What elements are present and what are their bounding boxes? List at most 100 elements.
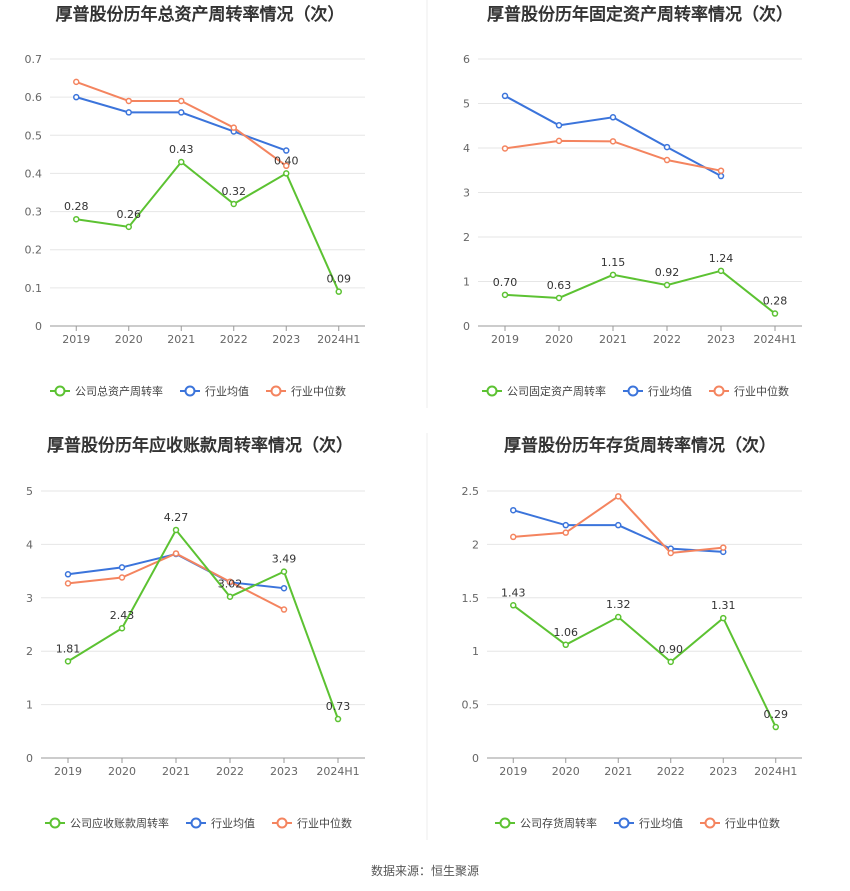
- y-tick-label: 6: [463, 53, 470, 66]
- legend-marker: [486, 385, 498, 397]
- x-tick-label: 2022: [220, 333, 248, 346]
- legend-item-company: 公司总资产周转率: [50, 384, 163, 398]
- y-tick-label: 4: [463, 142, 470, 155]
- legend-item-median: 行业中位数: [272, 816, 352, 830]
- data-label: 1.43: [501, 586, 526, 599]
- data-point-median: [717, 167, 725, 174]
- data-point-company: [334, 715, 342, 723]
- data-point-company: [280, 568, 288, 575]
- series-line-avg: [512, 509, 724, 553]
- x-tick-label: 2021: [162, 765, 190, 778]
- data-label: 1.31: [711, 599, 736, 612]
- data-point-company: [609, 271, 617, 279]
- data-point-company: [73, 215, 80, 223]
- x-tick-label: 2021: [167, 333, 195, 346]
- series-line-median: [504, 139, 722, 172]
- data-point-avg: [615, 521, 622, 529]
- legend-item-company: 公司应收账款周转率: [45, 816, 169, 830]
- chart-panel-4: 厚普股份历年存货周转率情况（次） 0 0.5 1 1.5 2 2.5 2019 2020 2021…: [462, 435, 802, 830]
- chart-title: 厚普股份历年存货周转率情况（次）: [504, 435, 776, 456]
- legend-item-avg: 行业均值: [180, 385, 249, 398]
- legend-label: 公司存货周转率: [520, 816, 597, 830]
- y-tick-label: 1: [463, 276, 470, 289]
- data-point-avg: [663, 143, 671, 151]
- legend-marker: [618, 817, 630, 829]
- x-tick-label: 2022: [216, 765, 244, 778]
- data-point-median: [283, 162, 290, 170]
- data-label: 0.28: [763, 295, 788, 308]
- data-source-note: 数据来源：恒生聚源: [370, 864, 479, 878]
- x-tick-label: 2019: [491, 333, 519, 346]
- legend-label: 行业均值: [205, 385, 249, 398]
- data-point-company: [562, 641, 569, 649]
- legend-marker: [54, 385, 66, 397]
- chart-panel-1: 厚普股份历年总资产周转率情况（次） 0 0.1 0.2 0.3 0.4 0.5 0.6 0.7 2…: [25, 4, 365, 398]
- data-point-median: [73, 78, 80, 86]
- data-point-median: [172, 550, 180, 557]
- y-tick-label: 0.7: [25, 53, 43, 66]
- y-tick-label: 3: [26, 592, 33, 605]
- legend-label: 行业均值: [211, 817, 255, 830]
- data-point-company: [226, 593, 234, 600]
- data-point-avg: [125, 109, 132, 116]
- data-label: 3.49: [272, 553, 297, 566]
- x-tick-label: 2022: [653, 333, 681, 346]
- x-tick-label: 2019: [499, 765, 527, 778]
- y-tick-label: 0: [26, 752, 33, 765]
- data-point-avg: [73, 93, 80, 101]
- data-point-avg: [501, 92, 509, 100]
- x-tick-label: 2023: [709, 765, 737, 778]
- data-point-median: [178, 97, 185, 105]
- x-tick-label: 2023: [707, 333, 735, 346]
- data-label: 0.73: [326, 700, 351, 713]
- y-tick-label: 0.5: [462, 699, 480, 712]
- legend-marker: [704, 817, 716, 829]
- data-point-median: [118, 574, 126, 581]
- y-tick-label: 2: [26, 645, 33, 658]
- data-label: 0.43: [169, 143, 194, 156]
- y-tick-label: 2: [472, 538, 479, 551]
- data-point-median: [720, 544, 727, 551]
- data-label: 0.29: [764, 708, 789, 721]
- chart-panel-2: 厚普股份历年固定资产周转率情况（次） 0 1 2 3 4 5 6 2019 2020 2021 202…: [463, 4, 802, 398]
- legend-label: 行业中位数: [725, 816, 780, 830]
- data-point-company: [771, 310, 779, 317]
- legend-label: 行业中位数: [734, 384, 789, 398]
- data-label: 0.40: [274, 154, 299, 167]
- legend-label: 公司总资产周转率: [75, 384, 163, 398]
- data-point-median: [615, 493, 622, 500]
- data-point-company: [667, 658, 674, 666]
- data-point-median: [226, 578, 234, 586]
- x-tick-label: 2020: [115, 333, 143, 346]
- x-tick-label: 2021: [599, 333, 627, 346]
- data-point-company: [772, 723, 779, 731]
- data-point-avg: [555, 122, 563, 129]
- data-label: 3.02: [218, 578, 243, 591]
- data-point-company: [335, 288, 342, 295]
- data-point-company: [501, 291, 509, 299]
- x-tick-label: 2020: [108, 765, 136, 778]
- data-point-company: [720, 614, 727, 622]
- data-point-company: [172, 526, 180, 534]
- y-tick-label: 0.5: [25, 129, 43, 142]
- data-point-median: [230, 124, 237, 131]
- y-tick-label: 0.3: [25, 206, 43, 219]
- y-tick-label: 5: [26, 485, 33, 498]
- data-point-median: [663, 156, 671, 164]
- x-tick-label: 2023: [272, 333, 300, 346]
- x-tick-label: 2024H1: [754, 765, 797, 778]
- x-tick-label: 2023: [270, 765, 298, 778]
- x-tick-label: 2020: [545, 333, 573, 346]
- y-tick-label: 0.4: [25, 167, 43, 180]
- y-tick-label: 2: [463, 231, 470, 244]
- legend-item-median: 行业中位数: [709, 384, 789, 398]
- data-label: 1.32: [606, 598, 631, 611]
- y-tick-label: 0: [463, 320, 470, 333]
- data-label: 0.90: [659, 643, 684, 656]
- legend-marker: [713, 385, 725, 397]
- data-label: 0.09: [327, 273, 352, 286]
- data-label: 2.43: [110, 609, 135, 622]
- y-tick-label: 0: [35, 320, 42, 333]
- data-point-avg: [280, 584, 288, 592]
- data-point-median: [125, 97, 132, 105]
